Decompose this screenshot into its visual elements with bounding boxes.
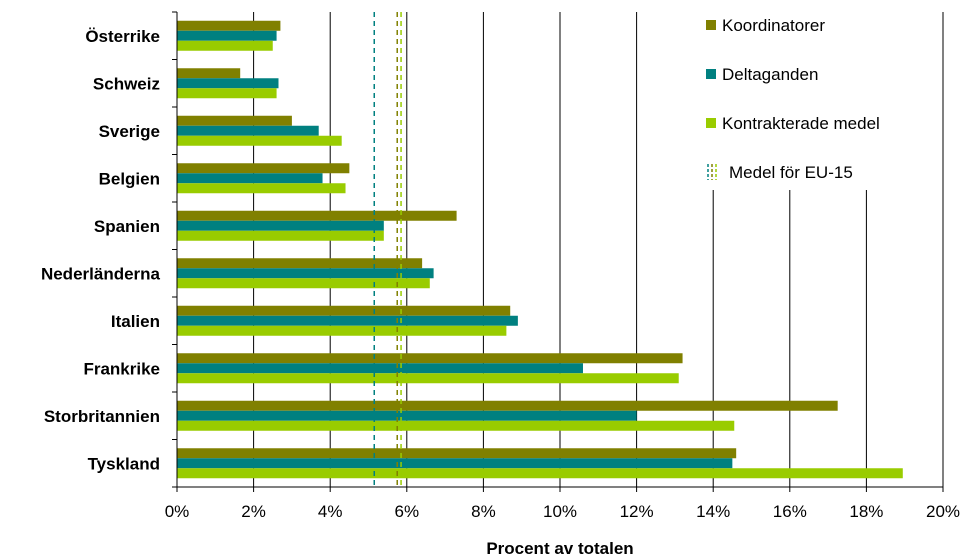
bar bbox=[177, 448, 737, 459]
bar bbox=[177, 315, 518, 326]
x-tick-label: 20% bbox=[926, 502, 960, 521]
bar bbox=[177, 230, 384, 241]
bar bbox=[177, 183, 346, 194]
x-tick-label: 6% bbox=[395, 502, 420, 521]
x-axis-title: Procent av totalen bbox=[486, 539, 633, 558]
bar bbox=[177, 268, 434, 279]
bar bbox=[177, 135, 342, 146]
legend-label: Koordinatorer bbox=[722, 16, 825, 35]
bar bbox=[177, 400, 838, 411]
x-tick-label: 18% bbox=[849, 502, 883, 521]
bar bbox=[177, 353, 683, 364]
category-label: Italien bbox=[111, 312, 160, 331]
bar bbox=[177, 115, 292, 126]
bar bbox=[177, 278, 430, 289]
legend-swatch bbox=[706, 118, 716, 128]
x-tick-label: 14% bbox=[696, 502, 730, 521]
bar bbox=[177, 420, 735, 431]
bar bbox=[177, 220, 384, 231]
bar bbox=[177, 210, 457, 221]
bar bbox=[177, 163, 350, 174]
category-label: Spanien bbox=[94, 217, 160, 236]
category-label: Österrike bbox=[85, 27, 160, 46]
bar bbox=[177, 68, 241, 79]
legend-label: Kontrakterade medel bbox=[722, 114, 880, 133]
x-tick-label: 0% bbox=[165, 502, 190, 521]
bar bbox=[177, 305, 511, 316]
x-tick-label: 16% bbox=[773, 502, 807, 521]
legend-label: Medel för EU-15 bbox=[729, 163, 853, 182]
legend-swatch bbox=[706, 20, 716, 30]
legend-label: Deltaganden bbox=[722, 65, 818, 84]
category-label: Nederländerna bbox=[41, 264, 161, 283]
category-label: Tyskland bbox=[88, 454, 160, 473]
category-label: Schweiz bbox=[93, 74, 160, 93]
x-tick-label: 8% bbox=[471, 502, 496, 521]
bar bbox=[177, 468, 903, 479]
category-label: Storbritannien bbox=[44, 407, 160, 426]
bar bbox=[177, 410, 637, 421]
bar bbox=[177, 30, 277, 41]
x-tick-label: 4% bbox=[318, 502, 343, 521]
category-label: Frankrike bbox=[83, 359, 160, 378]
category-label: Belgien bbox=[99, 169, 160, 188]
bar bbox=[177, 173, 323, 184]
bar bbox=[177, 20, 281, 31]
category-label: Sverige bbox=[99, 122, 160, 141]
bar bbox=[177, 363, 583, 374]
bar bbox=[177, 458, 733, 469]
bar bbox=[177, 40, 273, 51]
bar bbox=[177, 258, 423, 269]
bar bbox=[177, 88, 277, 99]
x-tick-label: 12% bbox=[620, 502, 654, 521]
legend-background bbox=[700, 10, 940, 190]
bar bbox=[177, 125, 319, 136]
bar bbox=[177, 373, 679, 384]
legend-swatch bbox=[706, 69, 716, 79]
x-tick-label: 10% bbox=[543, 502, 577, 521]
x-tick-label: 2% bbox=[241, 502, 266, 521]
bar bbox=[177, 325, 507, 336]
bar bbox=[177, 78, 279, 89]
